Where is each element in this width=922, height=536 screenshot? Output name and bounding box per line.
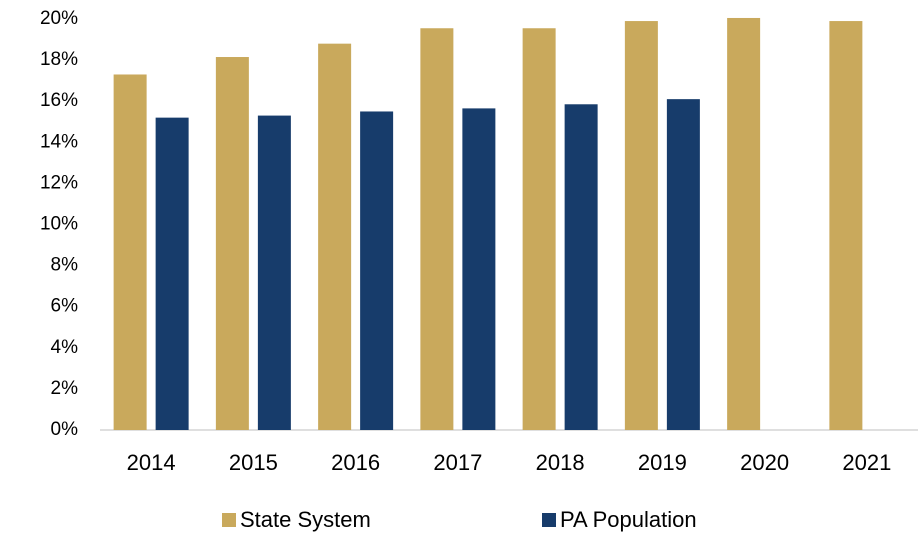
bar — [360, 111, 394, 430]
legend-swatch — [222, 513, 236, 527]
bar — [522, 28, 556, 431]
y-tick-label: 14% — [40, 131, 78, 152]
x-tick-label: 2014 — [127, 450, 176, 475]
y-tick-label: 6% — [51, 296, 79, 317]
y-tick-label: 0% — [51, 419, 79, 440]
x-tick-label: 2017 — [433, 450, 482, 475]
legend-swatch — [542, 513, 556, 527]
y-tick-label: 18% — [40, 49, 78, 70]
bar — [624, 21, 658, 431]
bar — [829, 21, 863, 431]
y-tick-label: 20% — [40, 8, 78, 29]
bar — [113, 74, 147, 431]
bar — [462, 108, 496, 430]
bar — [420, 28, 454, 431]
y-tick-label: 16% — [40, 90, 78, 111]
bar — [666, 99, 700, 431]
bar — [564, 104, 598, 430]
x-tick-label: 2021 — [842, 450, 891, 475]
x-tick-label: 2015 — [229, 450, 278, 475]
y-tick-label: 4% — [51, 337, 79, 358]
bar — [155, 117, 189, 430]
bar — [318, 43, 352, 430]
x-tick-label: 2016 — [331, 450, 380, 475]
y-tick-label: 2% — [51, 378, 79, 399]
bar — [727, 17, 761, 430]
x-tick-label: 2018 — [536, 450, 585, 475]
legend-label: State System — [240, 507, 371, 532]
x-tick-label: 2020 — [740, 450, 789, 475]
bar — [257, 115, 291, 431]
y-tick-label: 10% — [40, 214, 78, 235]
legend-label: PA Population — [560, 507, 697, 532]
x-tick-label: 2019 — [638, 450, 687, 475]
y-tick-label: 12% — [40, 172, 78, 193]
bar — [215, 57, 249, 431]
y-tick-label: 8% — [51, 255, 79, 276]
